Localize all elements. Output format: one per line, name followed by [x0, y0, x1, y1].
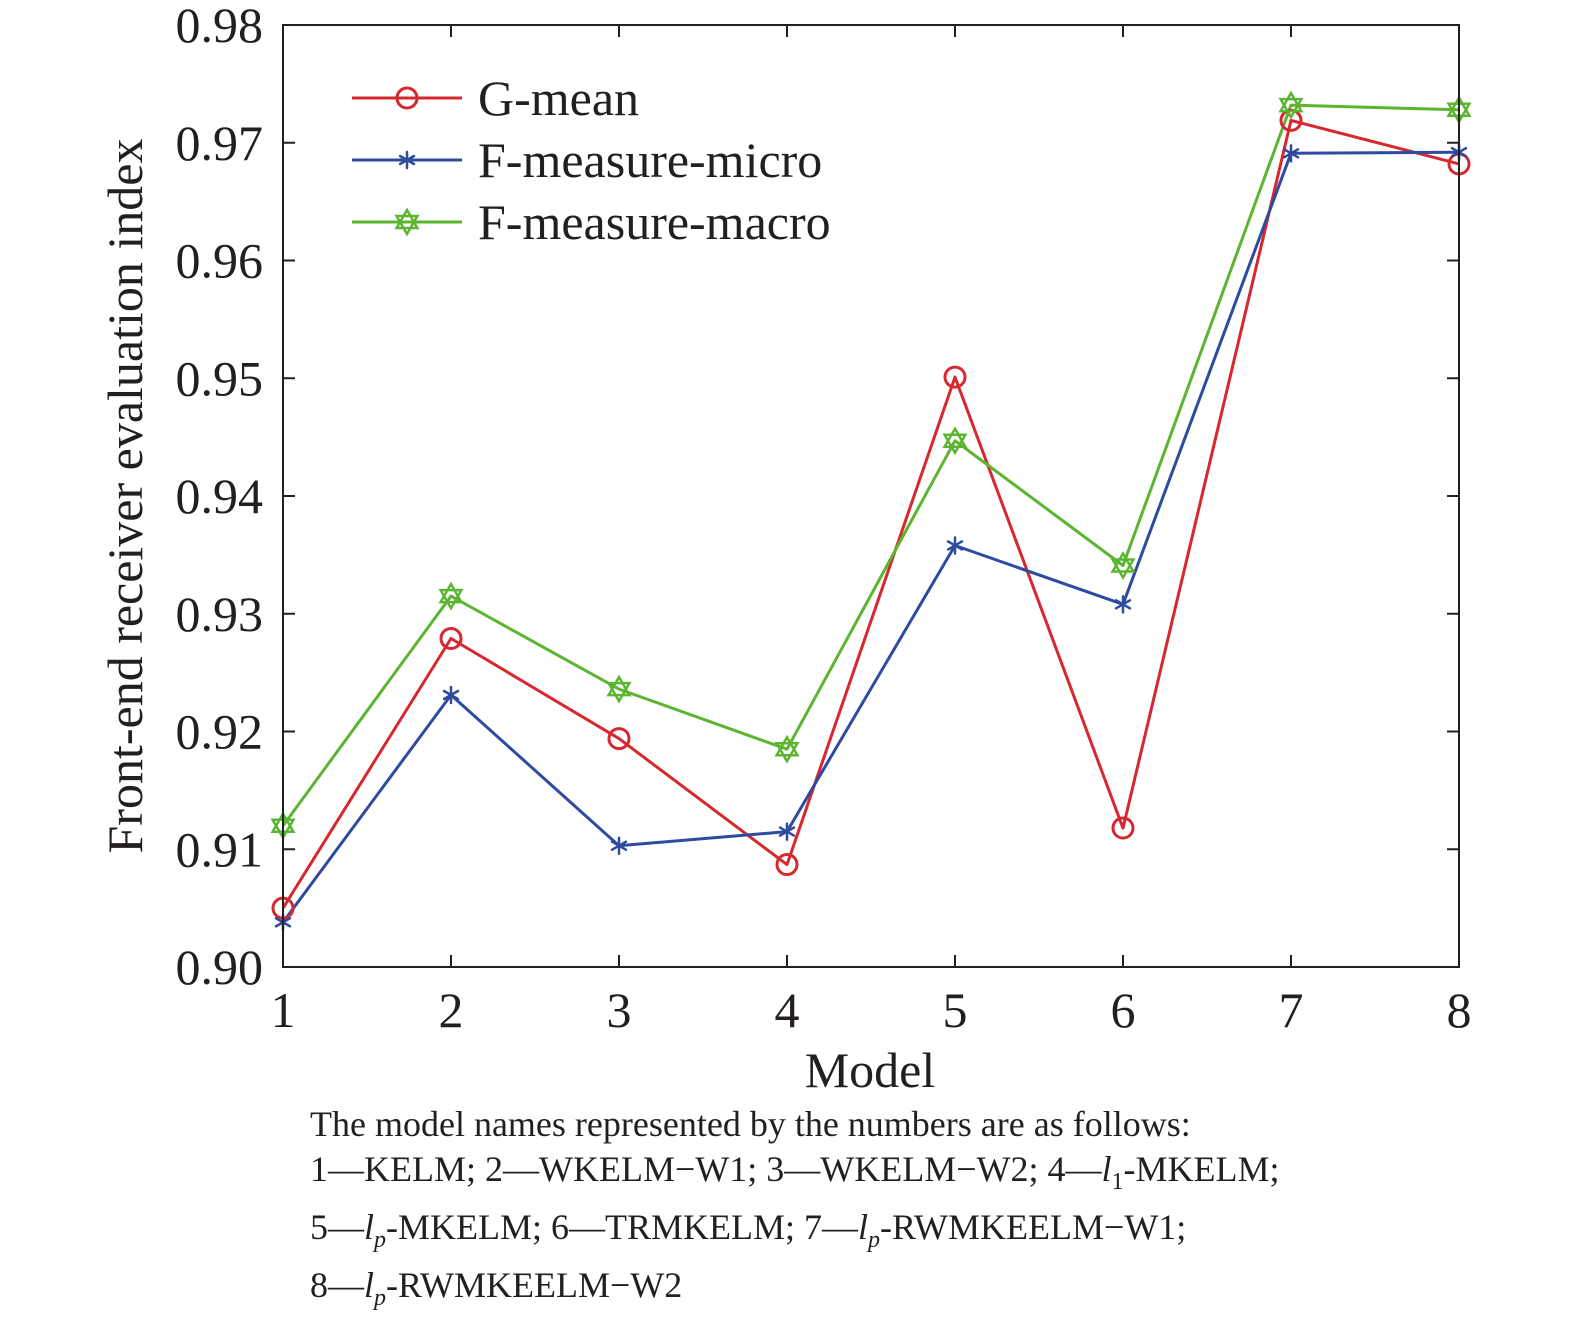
y-tick-label: 0.95: [176, 350, 264, 406]
x-tick-label: 2: [439, 982, 464, 1038]
data-point-s2-5: [946, 536, 964, 555]
caption-line-2: 5—lp-MKELM; 6—TRMKELM; 7—lp-RWMKEELM−W1;: [310, 1207, 1187, 1254]
data-point-s2-2: [442, 685, 460, 705]
data-point-s3-7: [1278, 90, 1304, 120]
caption-line-3: 8—lp-RWMKEELM−W2: [310, 1265, 683, 1312]
y-tick-label: 0.91: [176, 821, 264, 877]
x-tick-label: 6: [1111, 982, 1136, 1038]
y-tick-label: 0.94: [176, 468, 264, 524]
caption-intro: The model names represented by the numbe…: [310, 1104, 1191, 1144]
x-tick-label: 7: [1279, 982, 1304, 1038]
data-point-s1-5: [943, 365, 967, 389]
series-markers: [270, 90, 1472, 932]
y-tick-label: 0.97: [176, 115, 264, 171]
y-tick-label: 0.92: [176, 704, 264, 760]
x-tick-label: 3: [607, 982, 632, 1038]
y-tick-label: 0.93: [176, 586, 264, 642]
data-point-s1-4: [775, 853, 799, 877]
y-axis: 0.90 0.91 0.92 0.93 0.94 0.95 0.96 0.97 0.98: [176, 0, 1459, 995]
x-axis: 1 2 3 4 5 6 7 8: [271, 25, 1472, 1038]
legend-entry-2: F-measure-micro: [352, 132, 822, 188]
legend: G-mean F-measure-micro F-measure-macro: [352, 70, 831, 250]
series-line-3: [281, 103, 1460, 827]
plot-frame: [282, 24, 1460, 968]
x-tick-label: 4: [775, 982, 800, 1038]
legend-label: G-mean: [478, 70, 639, 126]
series-line-1: [281, 118, 1460, 909]
legend-label: F-measure-micro: [478, 132, 822, 188]
legend-entry-1: G-mean: [352, 70, 639, 126]
figure-caption: The model names represented by the numbe…: [310, 1102, 1540, 1322]
x-tick-label: 5: [943, 982, 968, 1038]
y-tick-label: 0.96: [176, 233, 264, 289]
data-point-s3-5: [942, 426, 968, 456]
data-point-s3-4: [774, 734, 800, 764]
data-point-s1-3: [607, 727, 631, 751]
data-point-s3-3: [606, 674, 632, 704]
legend-marker: [394, 207, 420, 237]
data-point-s2-7: [1282, 144, 1300, 163]
data-point-s1-6: [1111, 816, 1135, 840]
data-point-s3-2: [438, 581, 464, 611]
legend-marker: [395, 86, 419, 110]
data-point-s2-6: [1114, 595, 1132, 614]
y-tick-label: 0.98: [176, 0, 264, 53]
caption-line-1: 1—KELM; 2—WKELM−W1; 3—WKELM−W2; 4—l1-MKE…: [310, 1149, 1280, 1196]
x-tick-label: 8: [1447, 982, 1472, 1038]
series-lines: [281, 103, 1460, 924]
series-line-2: [281, 150, 1460, 924]
data-point-s2-3: [610, 836, 628, 855]
y-tick-label: 0.90: [176, 939, 264, 995]
legend-label: F-measure-macro: [478, 194, 831, 250]
legend-marker: [398, 150, 416, 170]
x-tick-label: 1: [271, 982, 296, 1038]
y-axis-label: Front-end receiver evaluation index: [97, 139, 153, 854]
x-axis-label: Model: [805, 1042, 936, 1098]
data-point-s2-4: [778, 822, 796, 841]
legend-entry-3: F-measure-macro: [352, 194, 831, 250]
data-point-s3-6: [1110, 551, 1136, 580]
data-point-s1-2: [439, 626, 463, 650]
